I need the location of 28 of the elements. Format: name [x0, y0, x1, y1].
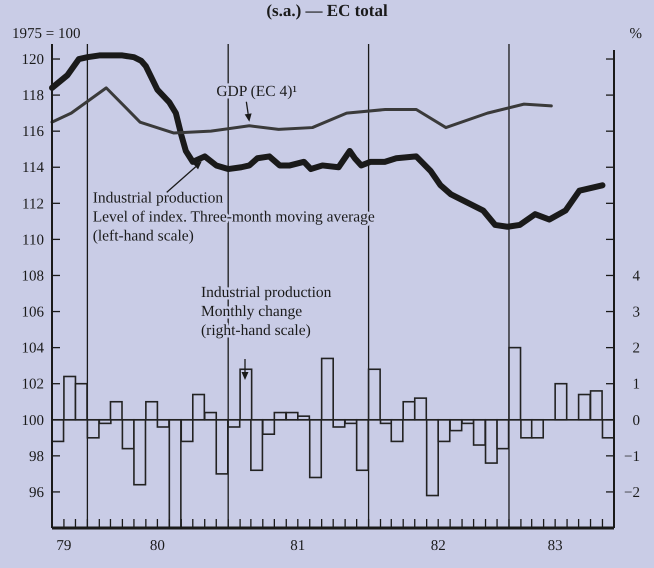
- y2-tick-label: 1: [632, 376, 640, 393]
- y-tick-label: 102: [22, 376, 44, 393]
- y-tick-label: 118: [22, 88, 44, 104]
- x-tick-label: 82: [430, 538, 446, 554]
- y-tick-label: 112: [22, 196, 44, 212]
- y-tick-label: 108: [22, 268, 44, 284]
- x-tick-label: 79: [56, 538, 72, 554]
- y-tick-label: 100: [22, 412, 44, 429]
- chart-title: (s.a.) — EC total: [266, 1, 388, 20]
- x-tick-label: 81: [290, 538, 306, 554]
- y-tick-label: 110: [22, 232, 44, 248]
- x-tick-label: 80: [150, 538, 165, 554]
- y-tick-label: 106: [22, 304, 44, 321]
- y-tick-label: 114: [22, 160, 44, 176]
- y-tick-label: 116: [22, 124, 44, 140]
- y2-tick-label: 2: [632, 340, 640, 357]
- y2-tick-label: 3: [632, 304, 640, 321]
- y-tick-label: 98: [29, 448, 44, 465]
- y-axis-title: 1975 = 100: [12, 26, 80, 42]
- y2-tick-label: 4: [632, 268, 640, 284]
- y-tick-label: 96: [29, 484, 44, 501]
- y2-axis-title: %: [630, 26, 642, 42]
- y-tick-label: 120: [22, 52, 44, 68]
- y-tick-label: 104: [22, 340, 44, 357]
- y2-tick-label: −2: [624, 484, 640, 501]
- x-tick-label: 83: [548, 538, 563, 554]
- y2-tick-label: 0: [632, 412, 640, 429]
- y2-tick-label: −1: [624, 448, 640, 465]
